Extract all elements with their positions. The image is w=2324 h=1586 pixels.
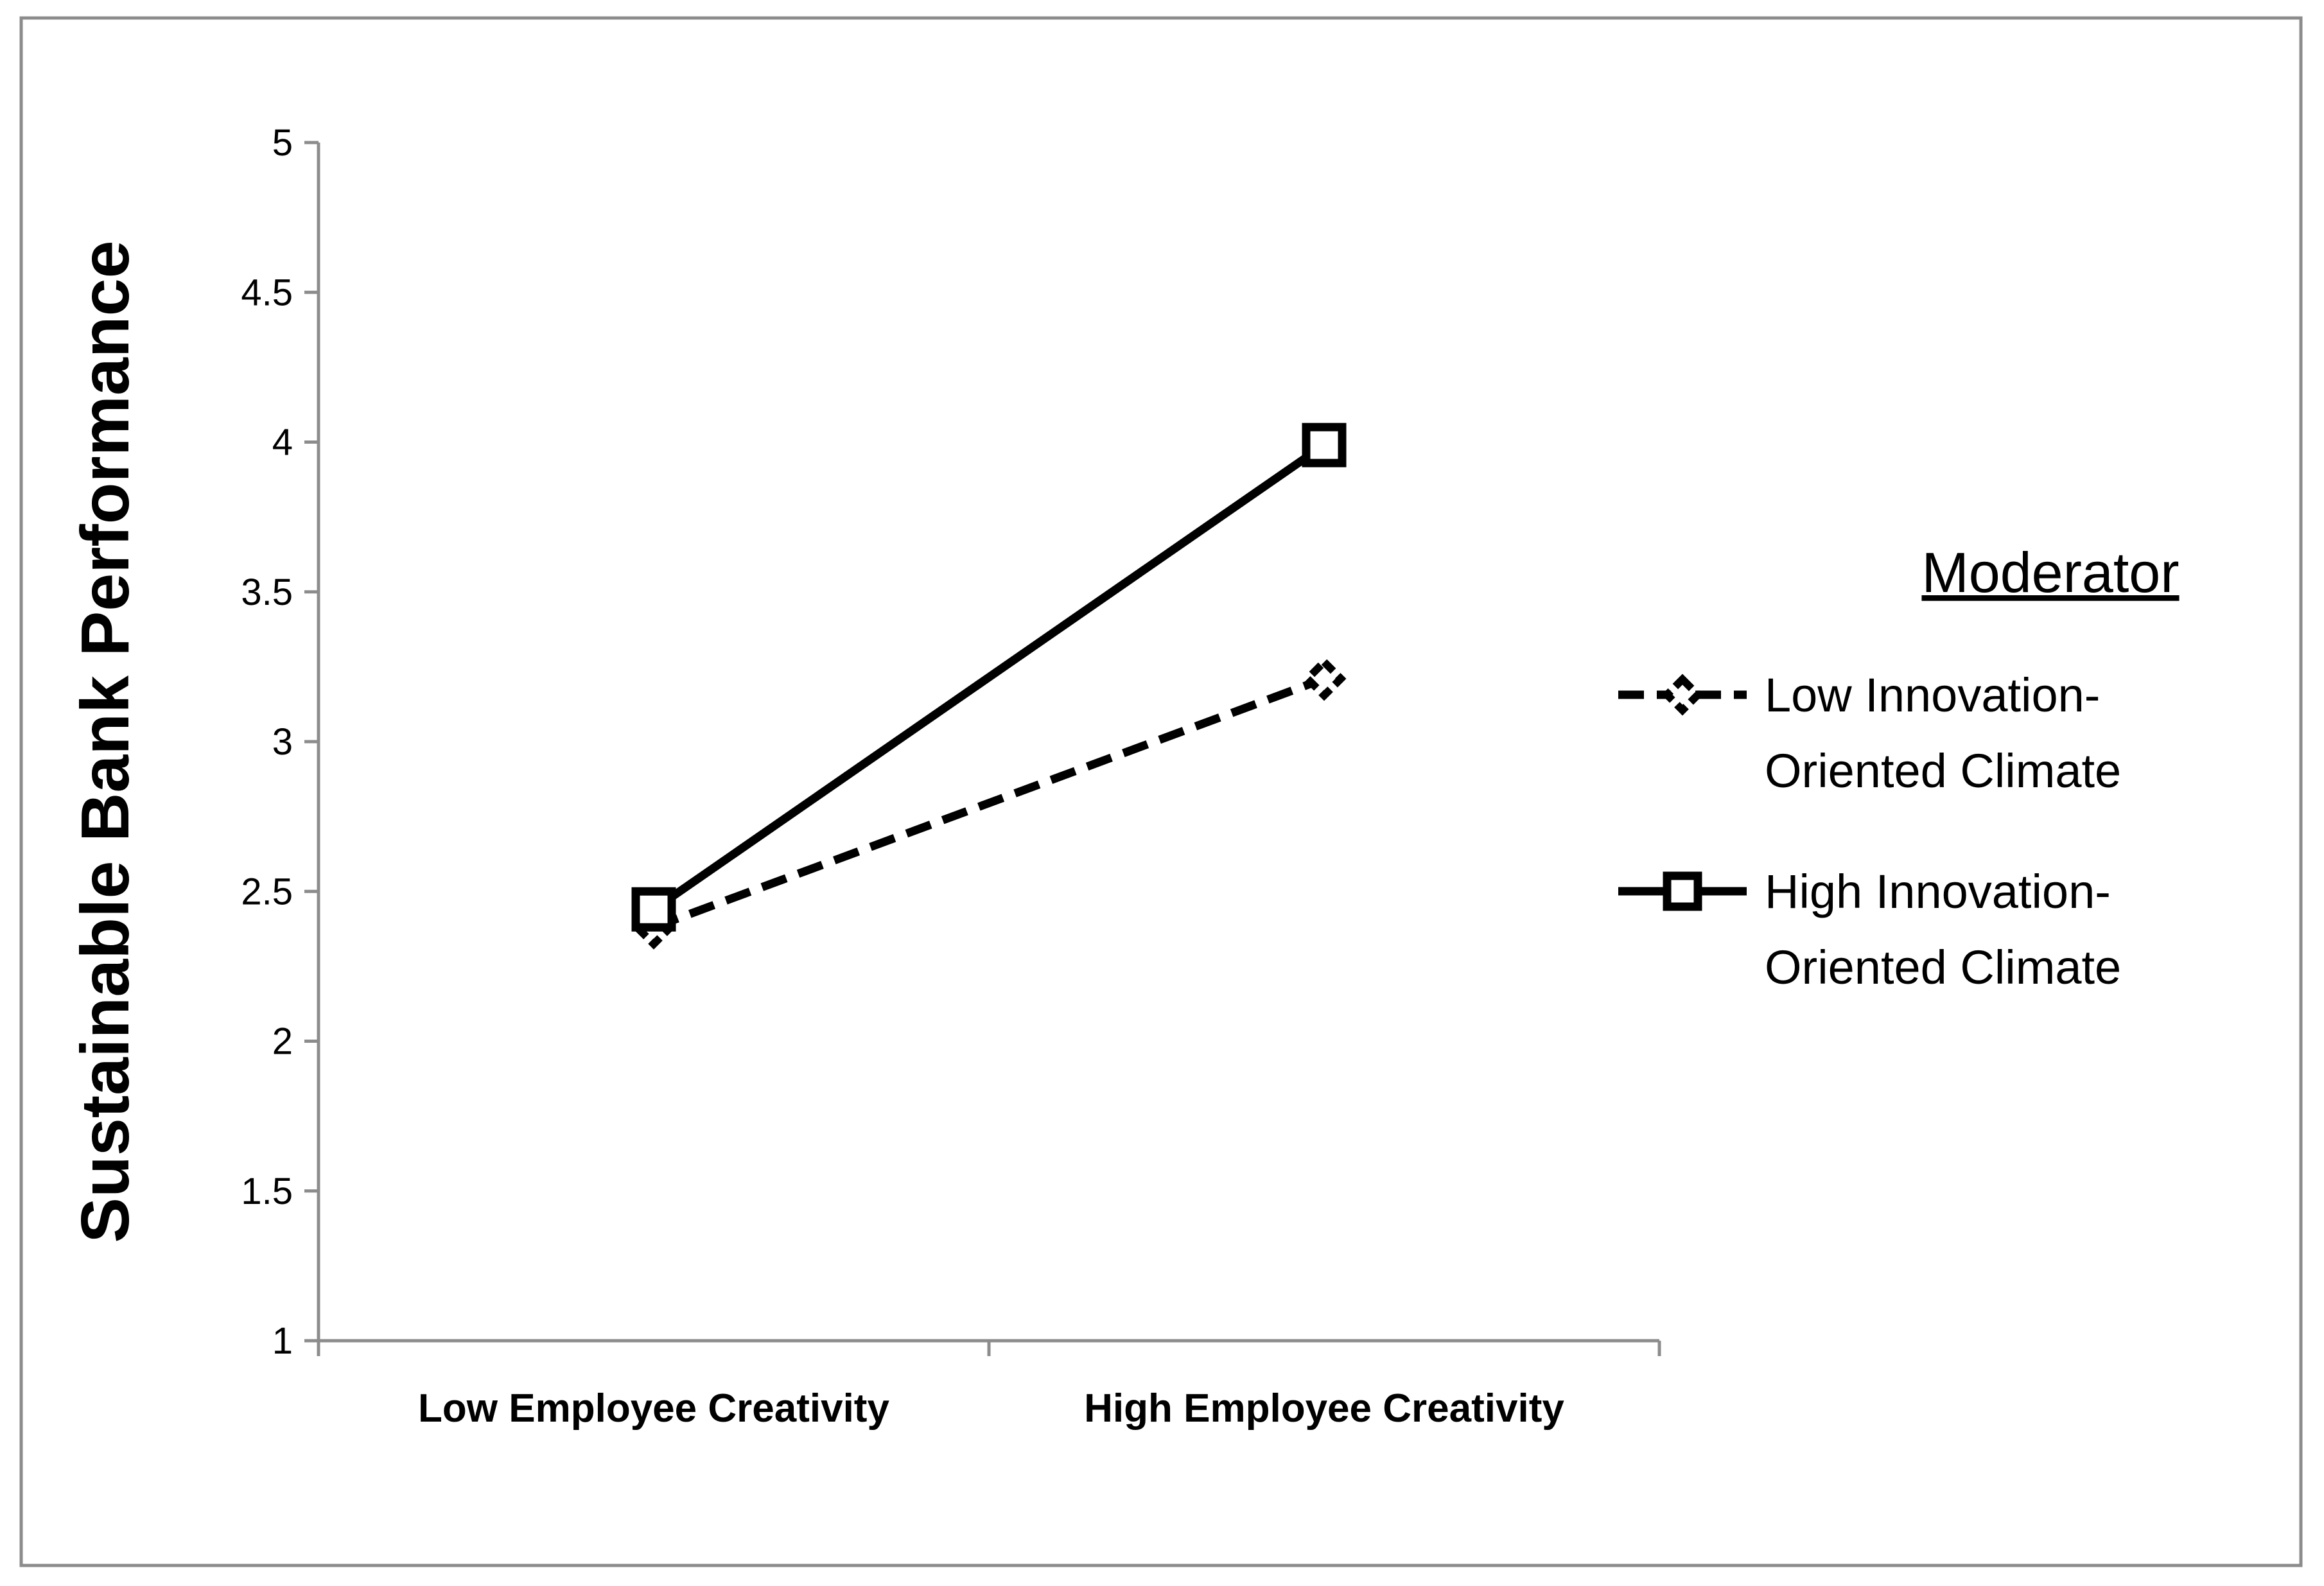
y-tick-label: 2.5 [241, 871, 293, 912]
legend-title: Moderator [1921, 541, 2179, 604]
series-0 [631, 656, 1347, 950]
y-axis-title: Sustainable Bank Performance [67, 240, 143, 1242]
data-point-square [1663, 871, 1702, 911]
legend-entry-1: High Innovation- Oriented Climate [1618, 865, 2121, 994]
chart-frame [19, 16, 2303, 1567]
data-point-square [631, 887, 676, 932]
legend-label: Low Innovation- [1765, 668, 2100, 722]
legend-label: High Innovation- [1765, 865, 2111, 918]
y-tick-label: 1 [272, 1320, 293, 1362]
y-tick-label: 1.5 [241, 1171, 293, 1212]
series-line [652, 674, 1326, 932]
legend-entry-0: Low Innovation- Oriented Climate [1618, 668, 2121, 797]
y-tick-label: 4 [272, 422, 293, 464]
y-tick-label: 2 [272, 1021, 293, 1063]
y-ticks: 1 1.5 2 2.5 3 3.5 4 4.5 5 [241, 122, 319, 1362]
y-tick-label: 5 [272, 122, 293, 164]
legend-label: Oriented Climate [1765, 941, 2121, 994]
series-1 [631, 423, 1347, 932]
data-point-square [1302, 423, 1347, 467]
x-ticks: Low Employee Creativity High Employee Cre… [317, 1341, 1661, 1431]
legend: Moderator Low Innovation- Oriented Climat… [1618, 541, 2180, 994]
x-category-label: High Employee Creativity [1084, 1386, 1564, 1431]
data-point-diamond [1302, 656, 1347, 701]
series [631, 423, 1347, 950]
y-tick-label: 3.5 [241, 571, 293, 613]
series-line [651, 441, 1327, 913]
data-point-diamond [1661, 674, 1704, 716]
y-tick-label: 3 [272, 721, 293, 763]
legend-label: Oriented Climate [1765, 744, 2121, 797]
x-category-label: Low Employee Creativity [418, 1386, 889, 1431]
y-tick-label: 4.5 [241, 272, 293, 313]
